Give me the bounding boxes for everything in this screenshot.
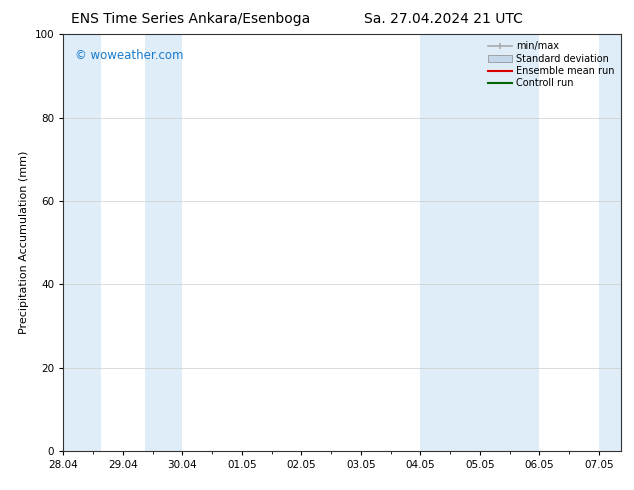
Y-axis label: Precipitation Accumulation (mm): Precipitation Accumulation (mm) xyxy=(19,151,29,334)
Bar xyxy=(63,34,101,451)
Bar xyxy=(599,34,621,451)
Bar xyxy=(420,34,540,451)
Text: ENS Time Series Ankara/Esenboga: ENS Time Series Ankara/Esenboga xyxy=(70,12,310,26)
Bar xyxy=(145,34,183,451)
Text: © woweather.com: © woweather.com xyxy=(75,49,183,62)
Text: Sa. 27.04.2024 21 UTC: Sa. 27.04.2024 21 UTC xyxy=(365,12,523,26)
Legend: min/max, Standard deviation, Ensemble mean run, Controll run: min/max, Standard deviation, Ensemble me… xyxy=(486,39,616,90)
